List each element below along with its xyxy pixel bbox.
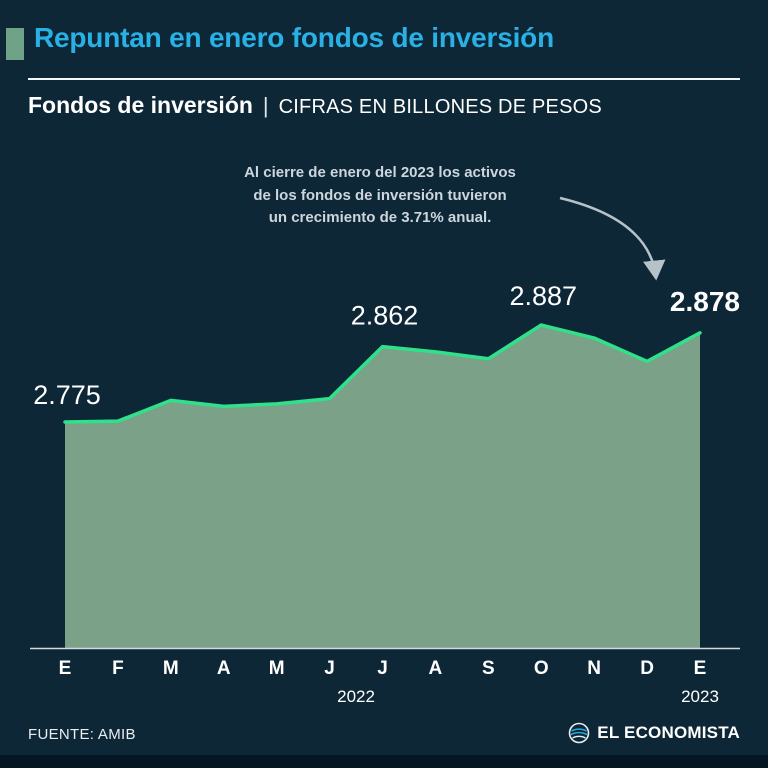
- x-axis-label: N: [587, 658, 601, 679]
- x-axis-label: O: [534, 658, 549, 679]
- year-label-2023: 2023: [681, 687, 719, 706]
- year-label-2022: 2022: [337, 687, 375, 706]
- subtitle-bold: Fondos de inversión: [28, 92, 253, 118]
- bottom-band: [0, 755, 768, 768]
- x-axis-label: F: [112, 658, 124, 679]
- x-axis-label: S: [482, 658, 495, 679]
- point-value-label: 2.878: [670, 286, 740, 317]
- chart-area: [65, 325, 700, 648]
- annotation-arrow: [559, 196, 666, 281]
- brand-logo-icon: [568, 722, 590, 744]
- subtitle-units: CIFRAS EN BILLONES DE PESOS: [278, 96, 602, 118]
- title-accent-square: [6, 28, 24, 60]
- point-value-label: 2.775: [33, 380, 101, 410]
- x-axis-label: J: [324, 658, 335, 679]
- x-axis-label: D: [640, 658, 654, 679]
- page-title: Repuntan en enero fondos de inversión: [34, 22, 554, 53]
- point-value-label: 2.887: [509, 281, 577, 311]
- brand-logo: EL ECONOMISTA: [568, 722, 740, 744]
- x-axis-label: E: [59, 658, 72, 679]
- x-axis-label: M: [163, 658, 179, 679]
- point-value-label: 2.862: [351, 301, 419, 331]
- source-credit: FUENTE: AMIB: [28, 726, 136, 743]
- x-axis-label: A: [429, 658, 443, 679]
- brand-name: EL ECONOMISTA: [597, 723, 740, 742]
- x-axis-label: A: [217, 658, 231, 679]
- subtitle-separator: |: [262, 93, 269, 118]
- chart-annotation: Al cierre de enero del 2023 los activos …: [244, 164, 516, 226]
- x-axis-label: M: [269, 658, 285, 679]
- chart-subtitle: Fondos de inversión | CIFRAS EN BILLONES…: [28, 92, 748, 119]
- chart-plot: E F M A M J J A S O N D E 2022 2023 2.775 2.862 2.887 2.87…: [30, 281, 740, 706]
- header-divider: [28, 78, 740, 80]
- chart-line: [63, 323, 702, 424]
- chart: E F M A M J J A S O N D E 2022 2023 2.775 2.862 2.887 2.87…: [30, 196, 740, 706]
- x-axis-label: J: [377, 658, 388, 679]
- x-axis-label: E: [694, 658, 707, 679]
